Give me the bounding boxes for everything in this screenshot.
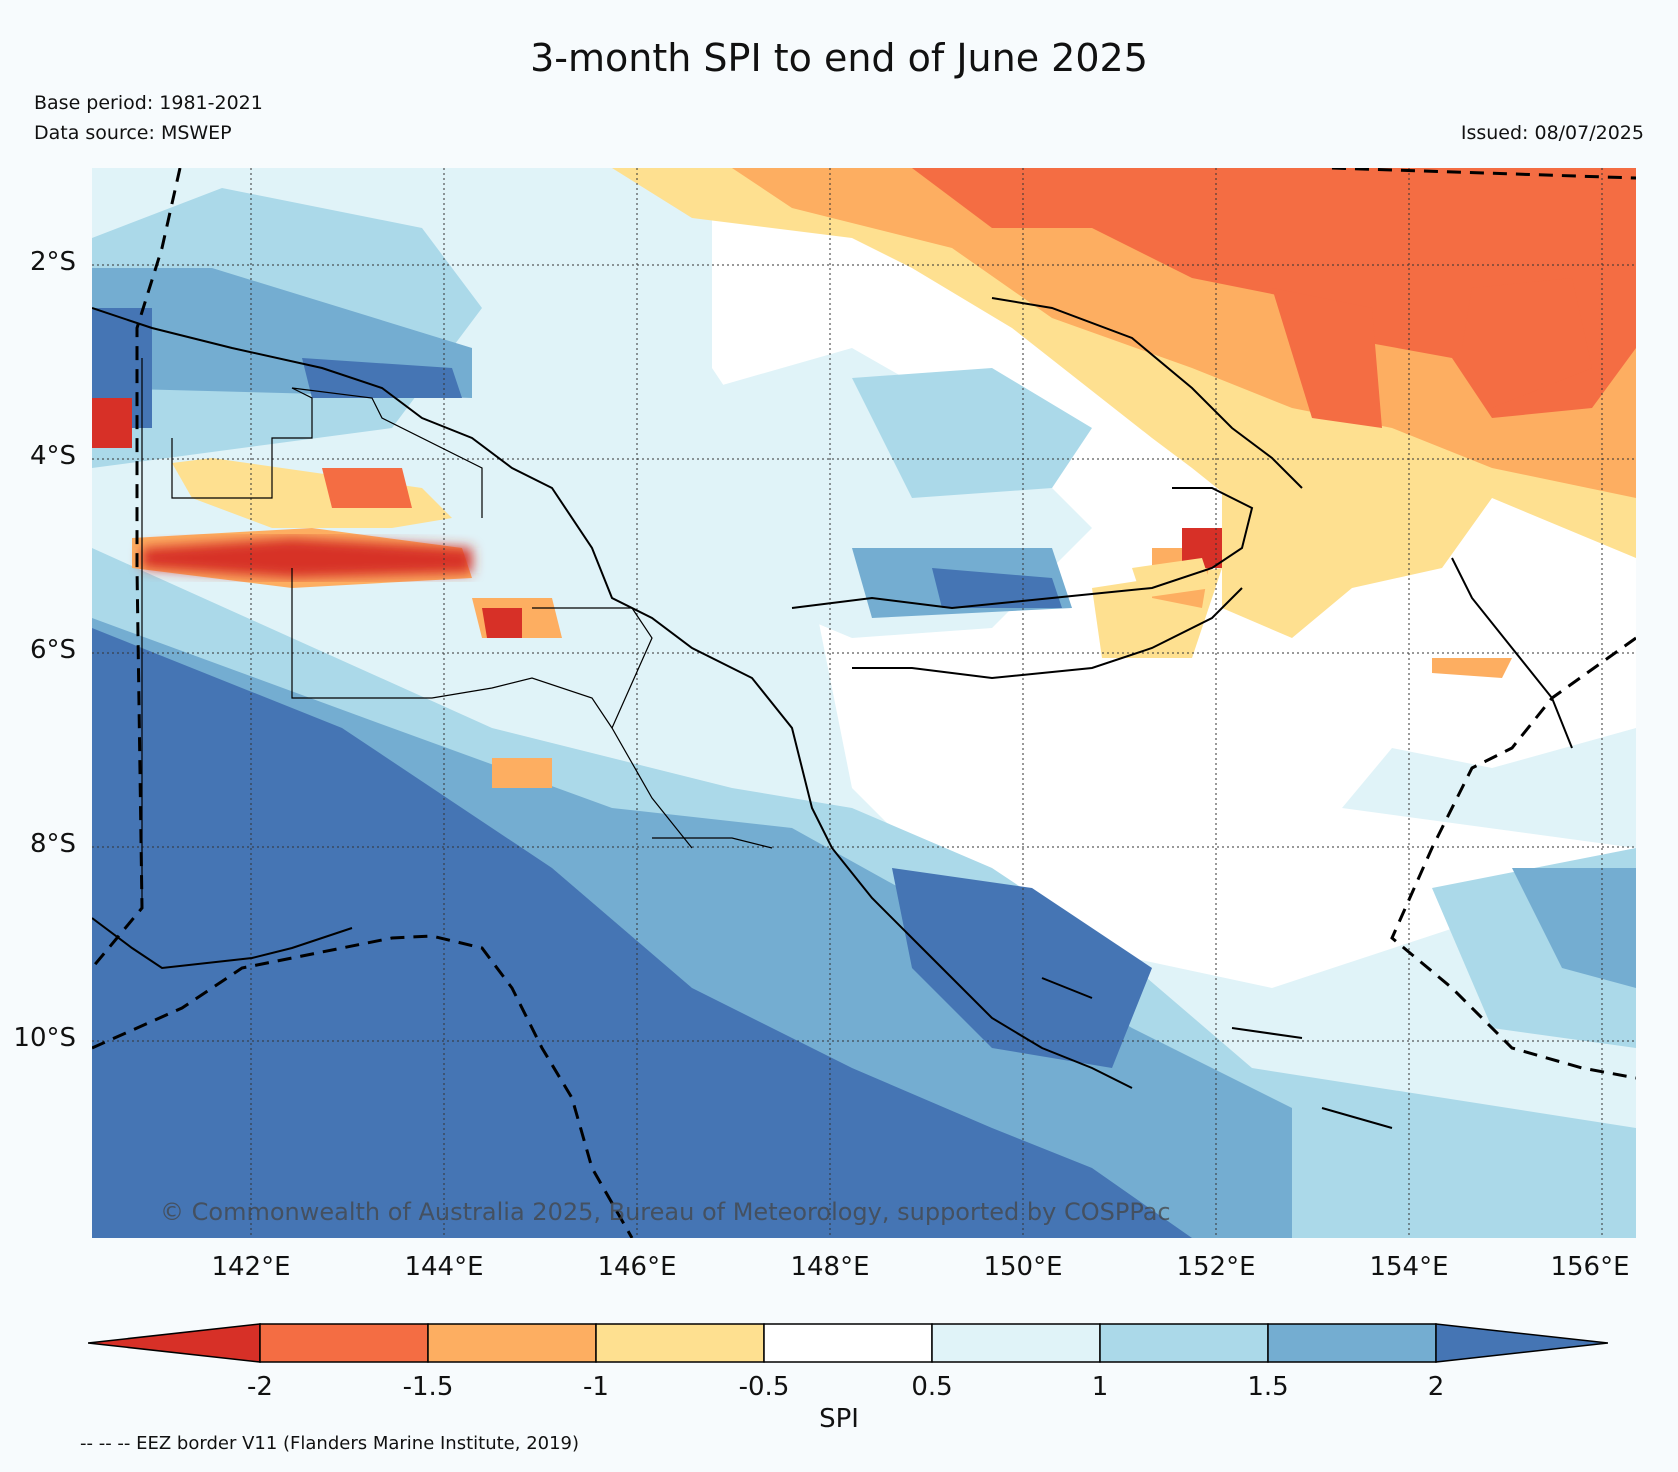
lat-label-2s: 2°S bbox=[29, 247, 76, 277]
colorbar-bin bbox=[931, 1323, 1101, 1363]
colorbar-tick: -1 bbox=[583, 1372, 609, 1402]
colorbar-tick: -2 bbox=[247, 1372, 273, 1402]
colorbar-tick: -0.5 bbox=[738, 1372, 790, 1402]
colorbar-bin bbox=[427, 1323, 597, 1363]
lon-label-154e: 154°E bbox=[1369, 1252, 1449, 1282]
lon-label-152e: 152°E bbox=[1176, 1252, 1256, 1282]
spi-field-gt-2 bbox=[92, 628, 1192, 1238]
lon-label-142e: 142°E bbox=[211, 1252, 291, 1282]
colorbar-bin bbox=[1099, 1323, 1269, 1363]
colorbar-tick: 1.5 bbox=[1247, 1372, 1289, 1402]
spi-map: © Commonwealth of Australia 2025, Bureau… bbox=[92, 168, 1636, 1238]
map-title: 3-month SPI to end of June 2025 bbox=[530, 36, 1148, 80]
coastlines bbox=[92, 297, 1573, 1129]
colorbar-bin bbox=[259, 1323, 429, 1363]
lon-label-156e: 156°E bbox=[1550, 1252, 1630, 1282]
lat-label-6s: 6°S bbox=[29, 635, 76, 665]
colorbar-tick: 1 bbox=[1091, 1372, 1109, 1402]
colorbar-bin bbox=[763, 1323, 933, 1363]
province-borders bbox=[141, 358, 773, 908]
lat-label-4s: 4°S bbox=[29, 441, 76, 471]
eez-footnote: -- -- -- EEZ border V11 (Flanders Marine… bbox=[80, 1433, 580, 1454]
colorbar-bin bbox=[595, 1323, 765, 1363]
spi-map-svg: © Commonwealth of Australia 2025, Bureau… bbox=[92, 168, 1636, 1238]
lon-label-148e: 148°E bbox=[790, 1252, 870, 1282]
colorbar-label: SPI bbox=[819, 1404, 859, 1434]
copyright-watermark: © Commonwealth of Australia 2025, Bureau… bbox=[160, 1198, 1171, 1226]
colorbar-tick: 0.5 bbox=[911, 1372, 953, 1402]
lon-label-150e: 150°E bbox=[983, 1252, 1063, 1282]
colorbar-bin bbox=[1267, 1323, 1437, 1363]
lat-label-8s: 8°S bbox=[29, 829, 76, 859]
lon-label-146e: 146°E bbox=[597, 1252, 677, 1282]
data-source-text: Data source: MSWEP bbox=[34, 122, 232, 144]
spi-colorbar bbox=[88, 1323, 1608, 1363]
eez-borders bbox=[92, 168, 1636, 1238]
graticule bbox=[92, 168, 1636, 1238]
colorbar-extend-low bbox=[88, 1323, 261, 1363]
colorbar-extend-high bbox=[1435, 1323, 1608, 1363]
issued-date-text: Issued: 08/07/2025 bbox=[1460, 122, 1644, 144]
colorbar-tick: -1.5 bbox=[402, 1372, 454, 1402]
colorbar-tick: 2 bbox=[1427, 1372, 1445, 1402]
lat-label-10s: 10°S bbox=[13, 1023, 76, 1053]
lon-label-144e: 144°E bbox=[404, 1252, 484, 1282]
base-period-text: Base period: 1981-2021 bbox=[34, 92, 263, 114]
